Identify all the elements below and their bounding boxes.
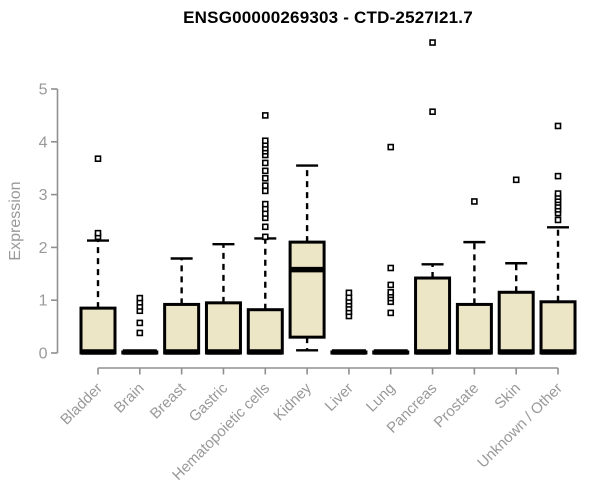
x-tick-label-brain: Brain: [111, 380, 148, 417]
outlier-hematopoietic-cells: [261, 112, 269, 119]
outlier-hematopoietic-cells: [261, 182, 269, 189]
box-pancreas: [414, 276, 452, 355]
x-tick-label-skin: Skin: [491, 380, 524, 413]
outlier-unknown-other: [554, 190, 562, 197]
outlier-lung: [387, 309, 395, 317]
y-tick-label: 5: [39, 82, 48, 99]
x-tick-label-lung: Lung: [363, 380, 399, 416]
box-skin: [497, 290, 535, 355]
outlier-lung: [387, 288, 395, 296]
outlier-lung: [387, 281, 395, 289]
box-kidney: [288, 240, 326, 339]
x-tick-label-bladder: Bladder: [57, 380, 106, 429]
x-tick-label-breast: Breast: [147, 379, 190, 422]
y-axis-title: Expression: [7, 181, 24, 260]
box-breast: [163, 302, 201, 355]
outlier-brain: [136, 319, 144, 327]
y-tick-label: 4: [39, 134, 48, 151]
box-gastric: [204, 301, 242, 355]
y-tick-label: 3: [39, 187, 48, 204]
outlier-unknown-other: [554, 172, 562, 180]
chart-title: ENSG00000269303 - CTD-2527I21.7: [183, 8, 473, 27]
outlier-prostate: [471, 198, 478, 205]
outlier-skin: [512, 176, 520, 184]
outlier-bladder: [94, 155, 102, 162]
outlier-bladder: [94, 229, 102, 237]
x-tick-label-liver: Liver: [322, 380, 357, 415]
x-tick-label-kidney: Kidney: [270, 379, 315, 424]
outlier-lung: [387, 264, 395, 272]
y-tick-label: 0: [39, 346, 48, 363]
outlier-hematopoietic-cells: [261, 233, 269, 241]
box-unknown-other: [539, 300, 577, 355]
outlier-lung: [387, 143, 395, 151]
y-tick-label: 1: [39, 293, 48, 310]
outlier-hematopoietic-cells: [261, 187, 269, 195]
outlier-liver: [345, 289, 353, 297]
outlier-hematopoietic-cells: [261, 200, 269, 208]
outlier-brain: [136, 329, 144, 337]
outlier-hematopoietic-cells: [261, 223, 269, 231]
outlier-unknown-other: [554, 122, 562, 130]
outlier-hematopoietic-cells: [261, 159, 269, 167]
x-tick-label-prostate: Prostate: [431, 380, 483, 432]
outlier-pancreas: [429, 39, 436, 46]
y-tick-label: 2: [39, 240, 48, 257]
outlier-hematopoietic-cells: [261, 174, 269, 182]
box-hematopoietic-cells: [246, 308, 284, 355]
outlier-hematopoietic-cells: [261, 137, 269, 145]
outlier-brain: [136, 294, 144, 302]
box-bladder: [79, 306, 117, 355]
outlier-hematopoietic-cells: [261, 167, 269, 175]
box-prostate: [455, 302, 493, 355]
outlier-pancreas: [429, 108, 436, 116]
outlier-unknown-other: [554, 216, 562, 224]
